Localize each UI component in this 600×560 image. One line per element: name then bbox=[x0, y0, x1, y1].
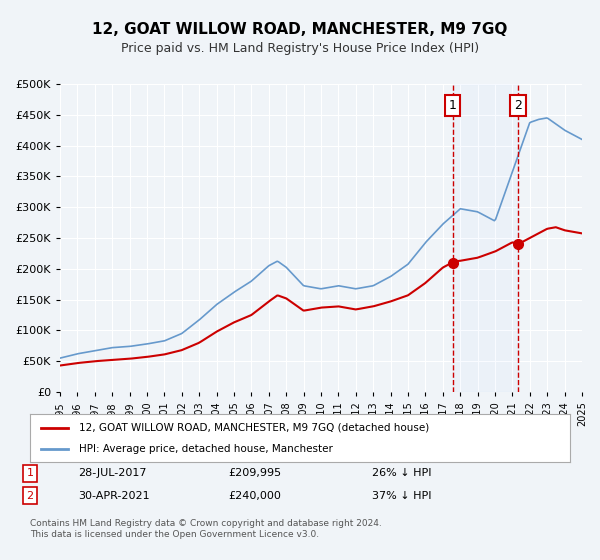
Text: 2: 2 bbox=[514, 99, 522, 112]
Text: 26% ↓ HPI: 26% ↓ HPI bbox=[372, 468, 431, 478]
Text: 2: 2 bbox=[26, 491, 34, 501]
Text: 12, GOAT WILLOW ROAD, MANCHESTER, M9 7GQ: 12, GOAT WILLOW ROAD, MANCHESTER, M9 7GQ bbox=[92, 22, 508, 38]
Text: 37% ↓ HPI: 37% ↓ HPI bbox=[372, 491, 431, 501]
Text: 28-JUL-2017: 28-JUL-2017 bbox=[78, 468, 146, 478]
Text: 12, GOAT WILLOW ROAD, MANCHESTER, M9 7GQ (detached house): 12, GOAT WILLOW ROAD, MANCHESTER, M9 7GQ… bbox=[79, 423, 429, 433]
Text: £209,995: £209,995 bbox=[228, 468, 281, 478]
Text: 1: 1 bbox=[26, 468, 34, 478]
Text: Price paid vs. HM Land Registry's House Price Index (HPI): Price paid vs. HM Land Registry's House … bbox=[121, 42, 479, 55]
Text: £240,000: £240,000 bbox=[228, 491, 281, 501]
Text: 1: 1 bbox=[449, 99, 457, 112]
Text: Contains HM Land Registry data © Crown copyright and database right 2024.
This d: Contains HM Land Registry data © Crown c… bbox=[30, 520, 382, 539]
Text: HPI: Average price, detached house, Manchester: HPI: Average price, detached house, Manc… bbox=[79, 444, 332, 454]
Text: 30-APR-2021: 30-APR-2021 bbox=[78, 491, 149, 501]
Bar bbox=[453, 84, 518, 392]
